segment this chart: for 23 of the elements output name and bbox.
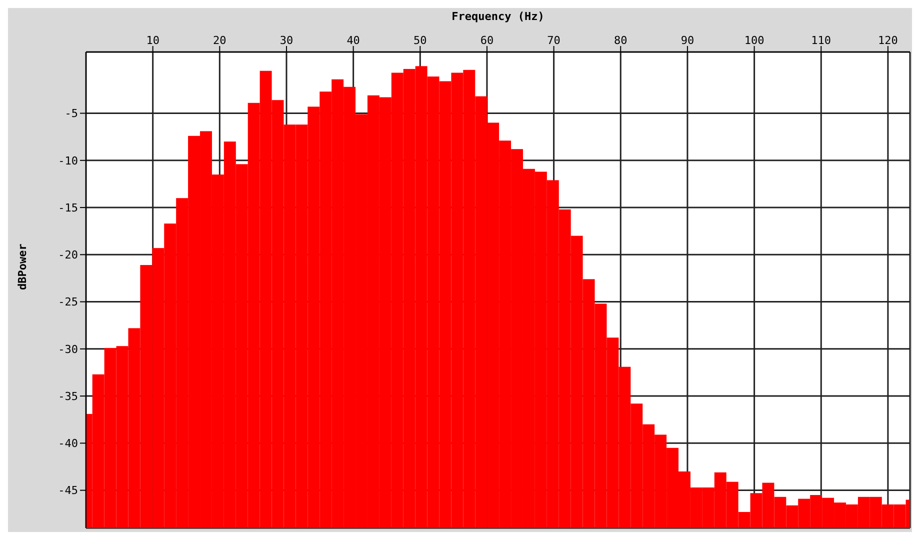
y-tick-label: -40 bbox=[58, 437, 78, 450]
x-tick-label: 110 bbox=[811, 34, 832, 47]
y-tick-label: -20 bbox=[58, 248, 78, 262]
x-tick-label: 30 bbox=[280, 34, 294, 47]
x-tick-label: 80 bbox=[614, 34, 628, 47]
y-tick-label: -30 bbox=[58, 342, 78, 356]
x-tick-label: 20 bbox=[213, 34, 226, 47]
y-tick-label: -35 bbox=[58, 390, 78, 403]
y-tick-label: -5 bbox=[64, 107, 78, 120]
x-axis-title: Frequency (Hz) bbox=[452, 10, 544, 23]
x-tick-label: 50 bbox=[414, 34, 427, 47]
x-tick-label: 90 bbox=[680, 34, 694, 47]
x-tick-label: 70 bbox=[547, 34, 560, 47]
x-tick-label: 100 bbox=[744, 34, 764, 47]
y-tick-label: -15 bbox=[58, 201, 78, 214]
x-tick-label: 40 bbox=[346, 34, 360, 47]
y-axis-title: dBPower bbox=[16, 243, 29, 290]
x-tick-label: 120 bbox=[878, 34, 898, 47]
y-tick-label: -25 bbox=[58, 296, 78, 309]
y-tick-label: -10 bbox=[58, 154, 78, 168]
x-tick-label: 60 bbox=[480, 34, 494, 47]
x-tick-label: 10 bbox=[146, 34, 160, 47]
y-tick-label: -45 bbox=[58, 484, 78, 498]
